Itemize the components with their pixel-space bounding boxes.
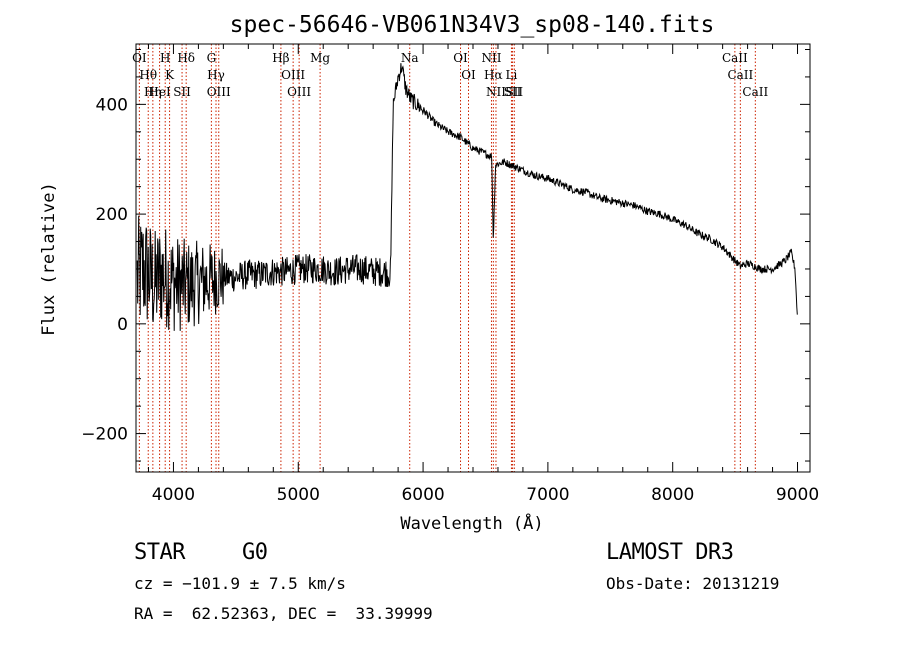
spectral-line-label: OI (453, 51, 468, 65)
spectral-line-label: OIII (281, 68, 305, 82)
spectral-line-label: Li (506, 68, 518, 82)
y-tick-label: −200 (81, 425, 128, 445)
spectral-line-label: OIII (287, 85, 311, 99)
spectral-line-label: OI (461, 68, 476, 82)
spectral-line-label: CaII (742, 85, 768, 99)
spectral-line-label: K (165, 68, 175, 82)
x-tick-label: 7000 (526, 485, 569, 505)
x-tick-label: 5000 (277, 485, 320, 505)
spectral-line-label: HeI (148, 85, 171, 99)
x-axis-label: Wavelength (Å) (400, 512, 543, 534)
spectral-line-label: Hδ (177, 51, 195, 65)
y-tick-label: 400 (96, 95, 128, 115)
spectral-line-label: SII (173, 85, 191, 99)
spectral-line-label: SII (505, 85, 523, 99)
spectral-line-label: Hη (144, 85, 162, 99)
x-tick-label: 6000 (401, 485, 444, 505)
observation-date: Obs-Date: 20131219 (606, 574, 780, 593)
spectral-line-label: Hγ (207, 68, 225, 82)
spectral-line-label: CaII (722, 51, 748, 65)
spectral-line-label: SII (504, 85, 522, 99)
x-tick-label: 4000 (152, 485, 195, 505)
spectral-line-label: Hα (484, 68, 503, 82)
spectral-line-label: Hθ (139, 68, 157, 82)
object-class: STAR (134, 540, 185, 565)
y-axis-label: Flux (relative) (39, 182, 59, 336)
x-axis-ticks: 4000 5000 6000 7000 8000 9000 (147, 44, 819, 505)
spectral-line-label: Mg (310, 51, 330, 65)
chart-title: spec-56646-VB061N34V3_sp08-140.fits (230, 12, 715, 38)
x-tick-label: 9000 (776, 485, 819, 505)
survey-name: LAMOST DR3 (606, 540, 734, 565)
spectral-line-label: Hβ (272, 51, 289, 65)
y-axis-ticks: −200 0 200 400 (81, 48, 810, 462)
spectral-line-label: OI (132, 51, 147, 65)
y-tick-label: 0 (117, 315, 128, 335)
spectral-line-label: CaII (727, 68, 753, 82)
spectral-line-markers (138, 44, 756, 472)
coordinates-readout: RA = 62.52363, DEC = 33.39999 (134, 604, 433, 623)
spectral-line-label: H (160, 51, 170, 65)
y-tick-label: 200 (96, 205, 128, 225)
redshift-readout: cz = −101.9 ± 7.5 km/s (134, 574, 346, 593)
object-subclass: G0 (242, 540, 268, 565)
spectral-line-label: OIII (207, 85, 231, 99)
spectral-line-label: Na (401, 51, 419, 65)
spectral-line-label: G (207, 51, 217, 65)
spectral-line-label: NII (481, 51, 501, 65)
plot-frame (135, 43, 811, 473)
flux-series-line (136, 63, 798, 331)
x-tick-label: 8000 (651, 485, 694, 505)
spectral-line-label: NII (486, 85, 506, 99)
